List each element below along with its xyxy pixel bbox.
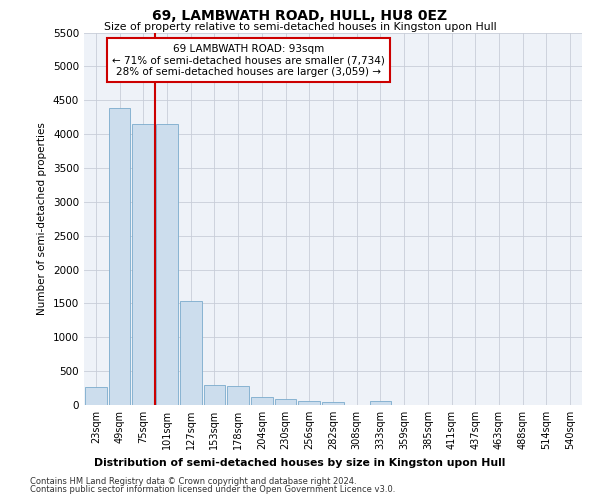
- Bar: [203, 386, 226, 405]
- Y-axis label: Number of semi-detached properties: Number of semi-detached properties: [37, 122, 47, 315]
- Bar: [322, 402, 344, 405]
- Bar: [109, 108, 130, 405]
- Bar: [227, 386, 249, 405]
- Bar: [251, 397, 273, 405]
- Bar: [85, 386, 107, 405]
- Bar: [156, 124, 178, 405]
- Text: 69, LAMBWATH ROAD, HULL, HU8 0EZ: 69, LAMBWATH ROAD, HULL, HU8 0EZ: [152, 9, 448, 23]
- Text: Size of property relative to semi-detached houses in Kingston upon Hull: Size of property relative to semi-detach…: [104, 22, 496, 32]
- Text: Distribution of semi-detached houses by size in Kingston upon Hull: Distribution of semi-detached houses by …: [94, 458, 506, 468]
- Bar: [133, 124, 154, 405]
- Text: 69 LAMBWATH ROAD: 93sqm
← 71% of semi-detached houses are smaller (7,734)
28% of: 69 LAMBWATH ROAD: 93sqm ← 71% of semi-de…: [112, 44, 385, 77]
- Bar: [275, 398, 296, 405]
- Bar: [370, 402, 391, 405]
- Text: Contains public sector information licensed under the Open Government Licence v3: Contains public sector information licen…: [30, 485, 395, 494]
- Text: Contains HM Land Registry data © Crown copyright and database right 2024.: Contains HM Land Registry data © Crown c…: [30, 477, 356, 486]
- Bar: [180, 300, 202, 405]
- Bar: [298, 402, 320, 405]
